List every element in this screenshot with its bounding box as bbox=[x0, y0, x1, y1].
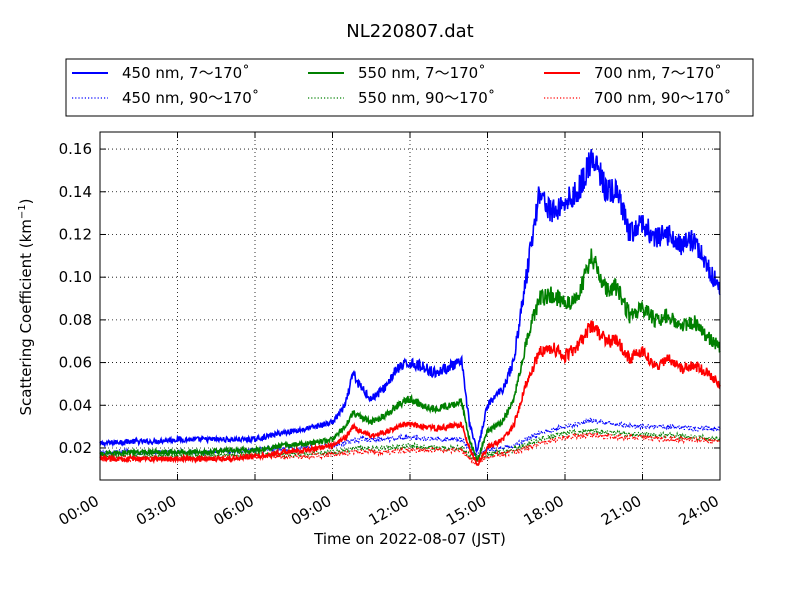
y-tick-label: 0.16 bbox=[59, 140, 92, 158]
y-tick-label: 0.12 bbox=[59, 225, 92, 243]
y-axis-label-close: ) bbox=[17, 198, 35, 204]
y-tick-label: 0.14 bbox=[59, 183, 92, 201]
plot-area: 00:00 03:00 06:00 09:00 12:00 15:00 18:00 21:00… bbox=[56, 131, 722, 529]
x-axis-label: Time on 2022-08-07 (JST) bbox=[313, 530, 506, 548]
series-line-4 bbox=[99, 417, 721, 459]
series-line-2 bbox=[99, 248, 721, 463]
legend-label: 550 nm, 90～170˚ bbox=[358, 89, 495, 107]
y-tick-label: 0.02 bbox=[59, 439, 92, 457]
legend-label: 450 nm, 7～170˚ bbox=[122, 64, 250, 82]
y-axis-label: Scattering Coefficient (km−1) bbox=[17, 198, 35, 415]
y-tick-label: 0.08 bbox=[59, 311, 92, 329]
y-axis-label-main: Scattering Coefficient (km bbox=[17, 219, 35, 415]
y-tick-label: 0.04 bbox=[59, 396, 92, 414]
legend: 450 nm, 7～170˚ 550 nm, 7～170˚ 700 nm, 7～17… bbox=[65, 58, 754, 117]
series-layer bbox=[99, 149, 721, 467]
y-tick-label: 0.10 bbox=[59, 268, 92, 286]
legend-label: 700 nm, 90～170˚ bbox=[594, 89, 731, 107]
series-line-3 bbox=[99, 320, 721, 467]
legend-frame bbox=[65, 58, 754, 117]
y-tick-label: 0.06 bbox=[59, 354, 92, 372]
legend-label: 700 nm, 7～170˚ bbox=[594, 64, 722, 82]
series-line-1 bbox=[99, 149, 721, 454]
legend-label: 550 nm, 7～170˚ bbox=[358, 64, 486, 82]
legend-label: 450 nm, 90～170˚ bbox=[122, 89, 259, 107]
y-axis-label-superscript: −1 bbox=[17, 204, 28, 219]
chart-title: NL220807.dat bbox=[346, 21, 473, 42]
